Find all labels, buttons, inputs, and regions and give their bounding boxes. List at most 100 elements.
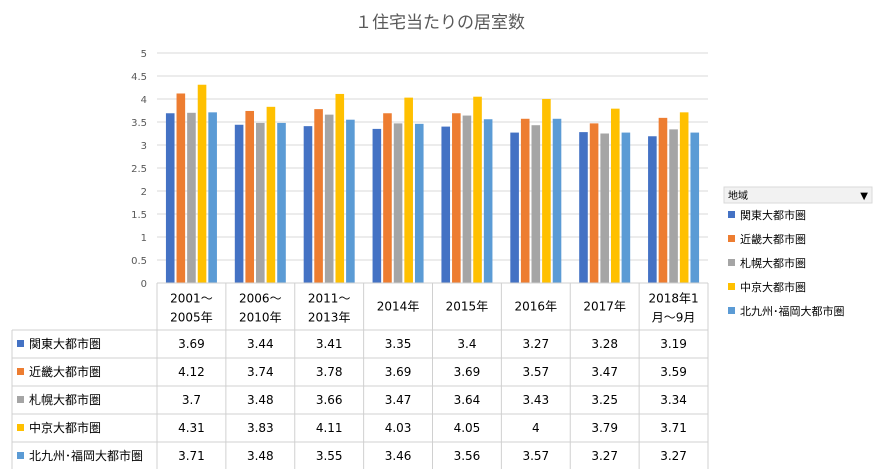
table-cell: 4.05 <box>454 421 481 435</box>
bar <box>324 114 334 283</box>
bar <box>531 125 541 283</box>
row-key-swatch <box>17 368 24 375</box>
table-cell: 3.4 <box>457 337 476 351</box>
data-table: 2001～ 2005年 2006～ 2010年 2011～ 2013年 2014年 2015年… <box>11 282 709 469</box>
legend-title: 地域 <box>728 189 748 202</box>
bar <box>621 132 631 283</box>
table-cell: 3.69 <box>385 365 412 379</box>
category-label: 2001～ <box>170 292 213 306</box>
table-cell: 3.48 <box>247 449 274 463</box>
category-label: 2006～ <box>239 292 282 306</box>
bar <box>245 110 255 284</box>
table-cell: 3.71 <box>660 421 687 435</box>
category-label: 2011～ <box>308 292 351 306</box>
legend-label: 北九州･福岡大都市圏 <box>740 304 845 318</box>
bar <box>176 93 186 283</box>
legend-label: 関東大都市圏 <box>740 208 806 222</box>
bar <box>404 97 413 284</box>
category-label: 2014年 <box>377 300 420 314</box>
bar <box>187 112 196 283</box>
table-cell: 3.64 <box>454 393 481 407</box>
table-cell: 3.43 <box>522 393 549 407</box>
legend-swatch <box>728 235 735 242</box>
y-axis: 0 0.5 1 1.5 2 2.5 3 3.5 4 4.5 5 <box>131 49 147 290</box>
table-cell: 3.56 <box>454 449 481 463</box>
table-cell: 3.47 <box>385 393 412 407</box>
table-cell: 3.47 <box>591 365 618 379</box>
table-cell: 3.57 <box>522 449 549 463</box>
table-cell: 3.7 <box>182 393 201 407</box>
bar <box>208 112 217 283</box>
y-tick-label: 0.5 <box>131 256 147 267</box>
table-cell: 4.12 <box>178 365 205 379</box>
legend-swatch <box>728 259 735 266</box>
category-label: 2010年 <box>239 311 282 325</box>
row-series-label: 関東大都市圏 <box>29 336 101 351</box>
table-cell: 3.74 <box>247 365 274 379</box>
table-cell: 3.41 <box>316 337 343 351</box>
y-tick-label: 1 <box>141 233 147 244</box>
row-key-swatch <box>17 340 24 347</box>
bar <box>452 113 461 283</box>
chart-title: １住宅当たりの居室数 <box>355 13 525 33</box>
y-tick-label: 4 <box>141 95 147 106</box>
row-key-swatch <box>17 424 24 431</box>
y-tick-label: 0 <box>141 279 147 290</box>
bar <box>552 118 562 283</box>
bars <box>165 84 700 284</box>
category-label: 2018年1 <box>648 292 698 306</box>
table-cell: 4.03 <box>385 421 412 435</box>
row-key-swatch <box>17 452 24 459</box>
bar <box>473 96 482 283</box>
table-cell: 3.66 <box>316 393 343 407</box>
bar <box>589 123 599 283</box>
bar <box>510 132 519 283</box>
legend-label: 札幌大都市圏 <box>740 256 806 270</box>
y-tick-label: 5 <box>141 49 147 60</box>
table-cell: 4.31 <box>178 421 205 435</box>
bar <box>414 123 424 283</box>
row-series-label: 中京大都市圏 <box>29 420 101 435</box>
table-cell: 3.44 <box>247 337 274 351</box>
bar <box>610 108 620 283</box>
legend-header[interactable] <box>723 186 873 204</box>
table-cell: 3.48 <box>247 393 274 407</box>
table-cell: 3.59 <box>660 365 687 379</box>
row-series-label: 札幌大都市圏 <box>29 392 101 407</box>
bar <box>542 99 551 283</box>
y-tick-label: 1.5 <box>131 210 147 221</box>
table-cell: 3.34 <box>660 393 687 407</box>
bar <box>266 106 276 283</box>
table-cell: 3.35 <box>385 337 412 351</box>
bar <box>690 132 700 283</box>
chevron-down-icon[interactable]: ▼ <box>860 191 868 202</box>
bar <box>372 128 382 283</box>
row-series-label: 近畿大都市圏 <box>29 364 101 379</box>
legend-label: 近畿大都市圏 <box>740 232 806 246</box>
row-series-label: 北九州･福岡大都市圏 <box>29 448 143 463</box>
table-cell: 4 <box>532 421 540 435</box>
category-label: 月～9月 <box>652 311 696 325</box>
y-tick-label: 3 <box>141 141 147 152</box>
table-cell: 3.55 <box>316 449 343 463</box>
table-cell: 3.57 <box>522 365 549 379</box>
bar <box>600 133 609 283</box>
bar <box>346 119 355 283</box>
table-cell: 3.27 <box>522 337 549 351</box>
bar <box>314 109 323 284</box>
table-cell: 3.83 <box>247 421 274 435</box>
table-cell: 3.27 <box>591 449 618 463</box>
bar <box>462 115 472 283</box>
legend-swatch <box>728 283 735 290</box>
bar <box>197 84 207 284</box>
legend-swatch <box>728 307 735 314</box>
table-cell: 3.25 <box>591 393 618 407</box>
bar <box>277 122 286 283</box>
table-cell: 3.69 <box>454 365 481 379</box>
legend-label: 中京大都市圏 <box>740 280 806 294</box>
bar <box>483 119 493 284</box>
category-label: 2013年 <box>308 311 351 325</box>
table-cell: 3.79 <box>591 421 618 435</box>
table-cell: 3.69 <box>178 337 205 351</box>
